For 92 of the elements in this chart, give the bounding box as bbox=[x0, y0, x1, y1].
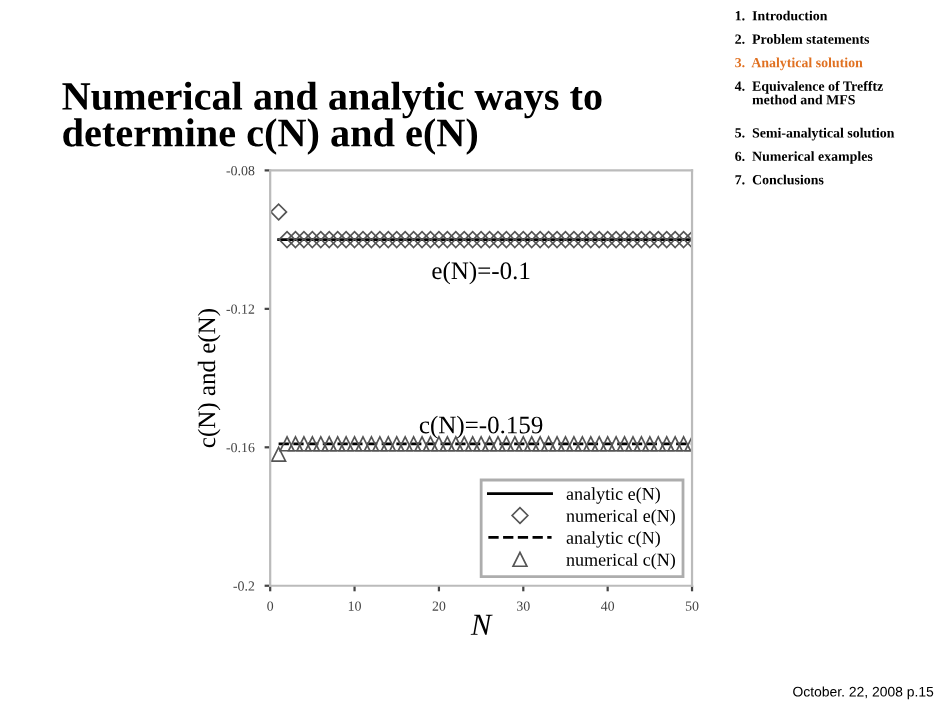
point bbox=[667, 436, 683, 452]
point bbox=[674, 230, 693, 249]
y-axis-title: c(N) and e(N) bbox=[197, 309, 221, 448]
point bbox=[566, 436, 582, 452]
point bbox=[531, 230, 549, 249]
point bbox=[556, 230, 575, 249]
point bbox=[607, 230, 625, 249]
point bbox=[591, 436, 608, 452]
point bbox=[633, 436, 650, 452]
point bbox=[557, 436, 574, 452]
point bbox=[397, 436, 413, 452]
point bbox=[321, 436, 338, 452]
point bbox=[303, 230, 322, 249]
point bbox=[371, 230, 389, 249]
point bbox=[379, 230, 397, 249]
point bbox=[320, 230, 338, 249]
legend-label: analytic c(N) bbox=[566, 531, 660, 548]
point bbox=[675, 436, 692, 452]
point bbox=[590, 230, 608, 249]
point bbox=[666, 230, 684, 249]
point bbox=[328, 230, 347, 249]
point bbox=[404, 230, 423, 249]
point bbox=[548, 230, 566, 249]
point bbox=[608, 436, 624, 452]
point bbox=[355, 436, 371, 452]
point bbox=[430, 230, 448, 249]
point bbox=[296, 436, 312, 452]
point bbox=[598, 230, 617, 249]
point bbox=[506, 230, 524, 249]
point bbox=[329, 436, 346, 452]
point bbox=[632, 230, 651, 249]
point bbox=[438, 230, 457, 249]
point bbox=[312, 230, 330, 249]
point bbox=[338, 436, 354, 452]
point bbox=[380, 436, 397, 452]
point bbox=[658, 230, 676, 249]
point bbox=[354, 230, 372, 249]
point bbox=[641, 230, 659, 249]
point bbox=[279, 436, 295, 452]
point bbox=[624, 230, 642, 249]
point bbox=[540, 436, 557, 452]
point bbox=[313, 436, 329, 452]
point bbox=[480, 230, 499, 249]
point bbox=[362, 230, 381, 249]
point bbox=[295, 230, 313, 249]
point bbox=[599, 436, 616, 452]
point bbox=[270, 203, 288, 221]
legend-label: numerical c(N) bbox=[566, 553, 675, 570]
point bbox=[649, 230, 667, 249]
chart-title: Numerical and analytic ways to determine c(N) and e(N) bbox=[62, 81, 602, 155]
point bbox=[549, 436, 565, 452]
annotation: e(N)=-0.1 bbox=[432, 261, 530, 285]
point bbox=[650, 436, 667, 452]
point bbox=[270, 446, 287, 463]
point bbox=[388, 230, 406, 249]
point bbox=[405, 436, 422, 452]
point bbox=[539, 230, 558, 249]
point bbox=[574, 436, 591, 452]
point bbox=[472, 230, 490, 249]
point bbox=[582, 230, 600, 249]
x-axis-title: N bbox=[470, 614, 493, 635]
point bbox=[372, 436, 388, 452]
point bbox=[287, 436, 304, 452]
point bbox=[447, 230, 465, 249]
point bbox=[278, 230, 296, 249]
legend-label: numerical e(N) bbox=[566, 509, 675, 526]
point bbox=[421, 230, 440, 249]
point bbox=[583, 436, 599, 452]
point bbox=[514, 230, 532, 249]
point bbox=[642, 436, 658, 452]
point bbox=[573, 230, 592, 249]
point bbox=[497, 230, 516, 249]
point bbox=[616, 436, 633, 452]
point bbox=[304, 436, 321, 452]
point bbox=[345, 230, 364, 249]
point bbox=[286, 230, 305, 249]
point bbox=[455, 230, 473, 249]
point bbox=[463, 230, 482, 249]
legend-label: analytic e(N) bbox=[566, 487, 660, 504]
point bbox=[489, 230, 507, 249]
point bbox=[565, 230, 583, 249]
point bbox=[658, 436, 675, 452]
point bbox=[337, 230, 355, 249]
point bbox=[413, 230, 431, 249]
point bbox=[615, 230, 634, 249]
point bbox=[625, 436, 641, 452]
point bbox=[388, 436, 405, 452]
point bbox=[523, 230, 541, 249]
point bbox=[363, 436, 380, 452]
point bbox=[396, 230, 414, 249]
point bbox=[346, 436, 363, 452]
annotation: c(N)=-0.159 bbox=[419, 415, 543, 439]
